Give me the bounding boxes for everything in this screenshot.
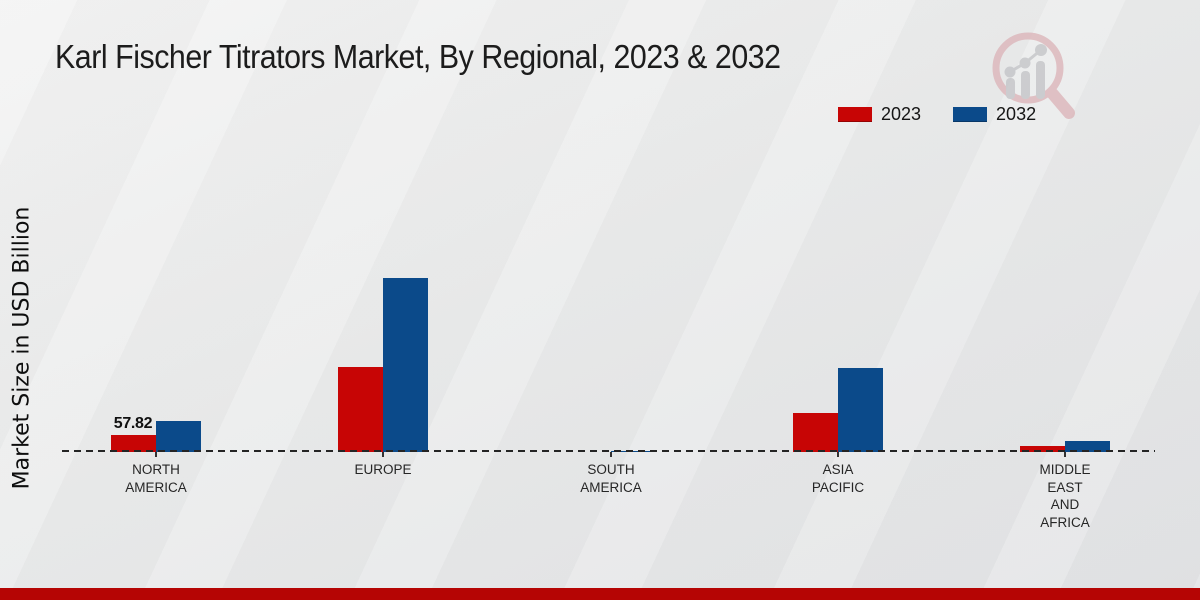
category-label-line: SOUTH bbox=[587, 462, 635, 477]
bar-2023-asia-pacific bbox=[793, 413, 838, 452]
chart-title: Karl Fischer Titrators Market, By Region… bbox=[55, 38, 781, 75]
legend: 2023 2032 bbox=[838, 104, 1036, 125]
axis-tick-south-america bbox=[610, 452, 612, 457]
category-label-line: PACIFIC bbox=[811, 479, 865, 495]
axis-tick-europe bbox=[382, 452, 384, 457]
bar-value-label-north-america: 57.82 bbox=[113, 415, 153, 432]
category-label-line: AFRICA bbox=[1040, 514, 1090, 530]
footer-red-band bbox=[0, 588, 1200, 600]
legend-swatch-2032 bbox=[953, 107, 988, 122]
category-label-line: AND bbox=[1050, 497, 1080, 512]
legend-label: 2032 bbox=[996, 104, 1037, 124]
legend-label: 2023 bbox=[881, 104, 922, 124]
bar-2032-middle-east-and-africa bbox=[1065, 441, 1110, 452]
category-label-europe: EUROPE bbox=[318, 461, 448, 479]
axis-tick-middle-east-and-africa bbox=[1064, 452, 1066, 457]
category-label-middle-east-and-africa: MIDDLE EAST AND AFRICA bbox=[1000, 461, 1130, 531]
bar-2032-asia-pacific bbox=[838, 368, 883, 452]
x-axis-dashed-line bbox=[62, 450, 1155, 452]
axis-tick-north-america bbox=[155, 452, 157, 457]
legend-item-2032: 2032 bbox=[953, 104, 1036, 125]
category-label-asia-pacific: ASIA PACIFIC bbox=[773, 461, 903, 496]
bar-2032-europe bbox=[383, 278, 428, 452]
bar-2023-europe bbox=[338, 367, 383, 452]
bar-2023-north-america bbox=[111, 435, 156, 452]
category-label-line: AMERICA bbox=[125, 479, 187, 495]
bar-2032-north-america bbox=[156, 421, 201, 452]
magnifier-bar-chart-icon bbox=[992, 32, 1075, 119]
category-label-line: ASIA bbox=[822, 462, 854, 477]
brand-logo bbox=[985, 27, 1090, 130]
category-label-line: AMERICA bbox=[580, 479, 642, 495]
category-label-line: EUROPE bbox=[354, 462, 412, 477]
bar-2023-middle-east-and-africa bbox=[1020, 446, 1065, 452]
category-label-north-america: NORTH AMERICA bbox=[91, 461, 221, 496]
category-label-line: EAST bbox=[1047, 479, 1083, 495]
legend-swatch-2023 bbox=[838, 107, 872, 122]
category-label-south-america: SOUTH AMERICA bbox=[546, 461, 676, 496]
category-label-line: MIDDLE bbox=[1039, 462, 1091, 477]
legend-item-2023: 2023 bbox=[838, 104, 921, 125]
category-label-line: NORTH bbox=[132, 462, 180, 477]
axis-tick-asia-pacific bbox=[837, 452, 839, 457]
